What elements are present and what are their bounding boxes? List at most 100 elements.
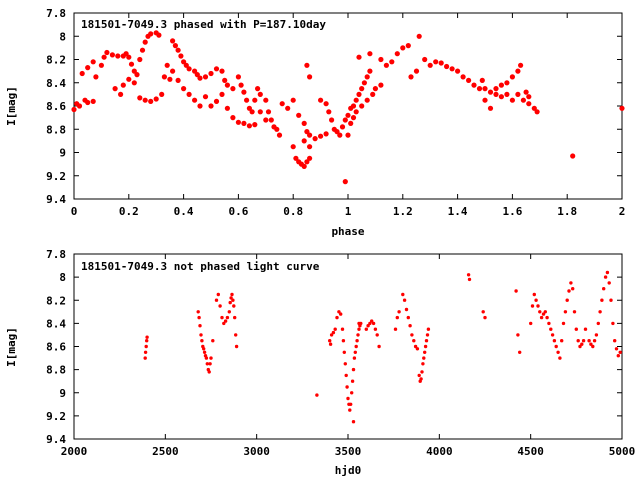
data-point (366, 324, 370, 328)
data-point (413, 68, 420, 74)
phased-light-curve-panel: 0 0.2 0.4 0.6 0.8 1 1.2 1.4 1.6 1.8 2 7.8 8 8.2 8.4 8.6… (5, 7, 625, 238)
data-point (558, 356, 562, 360)
data-point (476, 86, 483, 92)
data-point (301, 138, 307, 144)
data-point (244, 97, 250, 103)
data-point (265, 109, 272, 115)
data-point (356, 333, 360, 337)
y-tick-label: 8.4 (46, 317, 66, 330)
data-point (368, 321, 372, 326)
data-point (230, 115, 236, 121)
data-point (413, 344, 418, 349)
data-point (357, 321, 361, 326)
data-point (493, 86, 499, 92)
y-tick-label: 8.6 (46, 100, 66, 113)
data-point (222, 321, 226, 326)
data-point (518, 350, 522, 354)
x-tick-label: 0 (71, 205, 78, 218)
data-point (587, 339, 591, 343)
y-axis-label: I[mag] (5, 86, 18, 126)
data-point (145, 339, 149, 343)
data-point (406, 315, 410, 320)
data-point (126, 54, 132, 60)
data-point (370, 319, 374, 323)
data-point (340, 327, 345, 331)
data-point (598, 310, 602, 314)
data-point (600, 298, 604, 302)
data-point (194, 72, 200, 78)
data-point (357, 327, 361, 331)
data-point (417, 373, 421, 378)
data-point (423, 344, 428, 349)
data-point (199, 333, 203, 337)
data-point (200, 339, 204, 343)
data-point (416, 33, 422, 39)
unphased-light-curve-panel: 2000 2500 3000 3500 4000 4500 5000 7.8 8 8.2 8.4 8.… (5, 248, 635, 477)
data-point (123, 51, 129, 57)
data-point (214, 298, 219, 302)
data-point (487, 89, 494, 95)
data-point (359, 86, 365, 92)
data-point (479, 77, 485, 83)
data-point (444, 63, 450, 70)
data-point (361, 80, 367, 86)
data-point (205, 362, 209, 366)
data-point (571, 287, 575, 291)
data-point (348, 120, 354, 126)
data-point (208, 362, 212, 366)
data-point (126, 76, 132, 82)
data-point (339, 312, 343, 316)
data-point (145, 335, 149, 339)
data-point (346, 396, 350, 401)
data-point (148, 31, 154, 37)
x-tick-label: 0.4 (174, 205, 194, 218)
data-point (589, 342, 593, 346)
data-point (536, 304, 540, 308)
data-point (167, 76, 173, 82)
data-point (219, 91, 225, 97)
data-point (433, 59, 439, 65)
data-point (401, 292, 405, 297)
x-axis-label: phase (331, 225, 364, 238)
data-point (402, 298, 407, 302)
data-point (529, 321, 533, 326)
x-tick-label: 0.8 (283, 205, 303, 218)
data-point (483, 315, 487, 320)
y-tick-label: 9.2 (46, 410, 66, 423)
y-tick-label: 9.4 (46, 433, 66, 446)
data-point (341, 339, 346, 343)
data-point (345, 385, 349, 389)
data-point (609, 298, 613, 302)
data-point (616, 354, 620, 358)
data-point (350, 379, 355, 383)
data-point (607, 281, 611, 285)
data-point (139, 47, 146, 53)
y-tick-label: 8 (59, 271, 66, 284)
data-point (276, 132, 283, 138)
data-point (128, 61, 135, 67)
data-point (482, 97, 488, 103)
data-point (569, 281, 573, 285)
data-point (293, 155, 299, 161)
data-point (509, 74, 515, 80)
x-axis-label: hjd0 (335, 464, 362, 477)
data-point (423, 350, 427, 354)
y-axis-label: I[mag] (5, 327, 18, 367)
plot-frame (73, 253, 623, 440)
data-point (268, 117, 274, 123)
plot-frame (73, 12, 623, 200)
data-point (561, 321, 566, 326)
data-point (131, 68, 137, 74)
data-point (328, 339, 332, 343)
data-point (241, 89, 247, 95)
data-point (602, 287, 606, 291)
data-point (520, 97, 527, 103)
data-point (134, 72, 140, 78)
data-point (318, 133, 324, 139)
data-point (583, 327, 588, 331)
data-point (421, 362, 425, 366)
data-point (408, 324, 412, 328)
data-point (353, 97, 359, 103)
data-point (246, 105, 252, 111)
